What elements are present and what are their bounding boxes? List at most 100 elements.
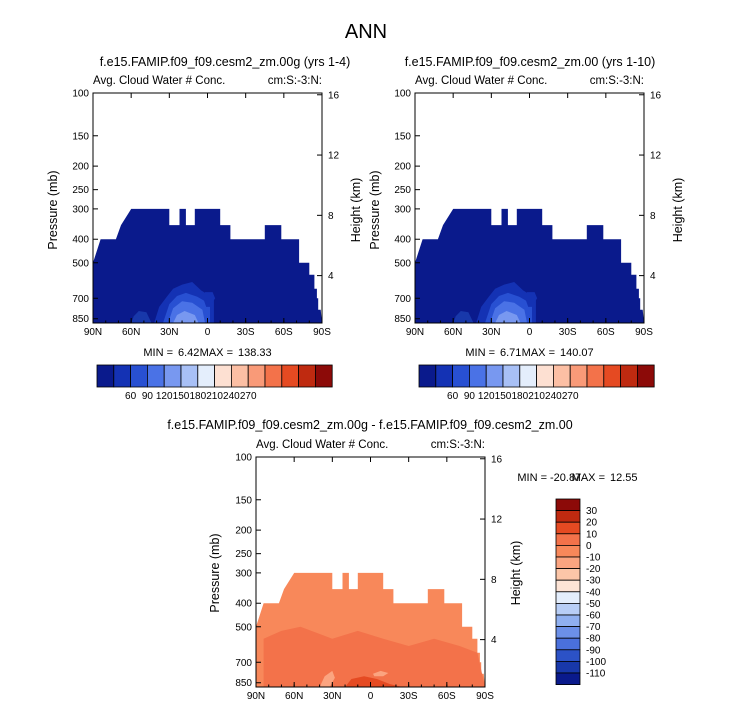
colorbar-swatch <box>569 364 588 388</box>
colorbar-swatch <box>435 364 453 388</box>
colorbar-swatch <box>555 556 581 570</box>
colorbar-swatch <box>555 498 581 512</box>
y-tick-label: 500 <box>235 622 252 633</box>
colorbar-label: 20 <box>586 518 598 529</box>
x-tick-label: 0 <box>205 327 211 338</box>
x-tick-label: 60S <box>597 327 615 338</box>
y-axis-label: Pressure (mb) <box>46 170 60 249</box>
contour-band <box>453 311 474 323</box>
max-value: 138.33 <box>238 347 272 359</box>
colorbar-swatch <box>96 364 115 388</box>
y-tick-label: 100 <box>235 453 252 464</box>
y-tick-label: 500 <box>72 258 89 269</box>
colorbar-swatch <box>555 603 581 616</box>
y-right-tick-label: 12 <box>491 515 503 526</box>
contour-band <box>373 670 389 677</box>
colorbar-label: 240 <box>223 391 240 402</box>
panel-right-label: cm:S:-3:N: <box>268 75 322 87</box>
y-right-tick-label: 16 <box>650 90 662 101</box>
colorbar-swatch <box>180 364 199 388</box>
y-right-tick-label: 16 <box>328 90 340 101</box>
colorbar-swatch <box>555 545 581 558</box>
colorbar-label: 210 <box>528 391 545 402</box>
field-layer <box>415 208 644 323</box>
max-label: MAX = <box>522 347 555 359</box>
colorbar-label: 60 <box>447 391 459 402</box>
colorbar-label: -20 <box>586 564 601 575</box>
max-label: MAX = <box>572 472 605 484</box>
colorbar-label: 10 <box>586 529 598 540</box>
colorbar-label: 120 <box>478 391 495 402</box>
contour-band <box>319 670 335 687</box>
y-right-tick-label: 8 <box>491 575 497 586</box>
y-axis-label-right: Height (km) <box>509 541 523 606</box>
min-value: -20.87 <box>550 472 581 484</box>
y-right-tick-label: 8 <box>328 211 334 222</box>
min-value: 6.42 <box>178 347 199 359</box>
max-label: MAX = <box>200 347 233 359</box>
colorbar: 60 90 120 150 180 210 240 270 <box>418 364 655 402</box>
panel-control-run: f.e15.FAMIP.f09_f09.cesm2_zm.00g (yrs 1-… <box>46 55 363 402</box>
y-axis-label: Pressure (mb) <box>208 533 222 612</box>
y-tick-label: 200 <box>394 162 411 173</box>
y-tick-label: 150 <box>394 131 411 142</box>
x-tick-label: 60S <box>275 327 293 338</box>
colorbar-label: -60 <box>586 611 601 622</box>
colorbar-swatch <box>555 533 581 546</box>
y-tick-label: 850 <box>235 678 252 689</box>
colorbar-swatch <box>502 364 521 388</box>
y-right-tick-label: 16 <box>491 454 503 465</box>
y-tick-label: 400 <box>394 235 411 246</box>
y-tick-label: 150 <box>72 131 89 142</box>
y-right-tick-label: 12 <box>650 151 662 162</box>
colorbar-swatch <box>536 364 554 388</box>
colorbar-label: -80 <box>586 634 601 645</box>
colorbar-swatch <box>555 510 581 523</box>
colorbar-swatch <box>146 364 165 388</box>
contour-band <box>203 292 216 307</box>
colorbar-swatch <box>555 579 581 593</box>
plot-axes: 90N 60N 30N 0 30S 60S 90S 100 150 200 250 300 400 500… <box>235 453 502 703</box>
colorbar-swatch <box>163 364 182 388</box>
colorbar-swatch <box>603 364 621 388</box>
x-tick-label: 30S <box>237 327 255 338</box>
x-tick-label: 90N <box>406 327 424 338</box>
min-label: MIN = <box>143 347 173 359</box>
y-tick-label: 700 <box>72 294 89 305</box>
colorbar-label: -110 <box>586 669 606 680</box>
y-tick-label: 700 <box>235 658 252 669</box>
colorbar-swatch <box>197 364 216 388</box>
x-tick-label: 60N <box>444 327 462 338</box>
x-tick-label: 0 <box>527 327 533 338</box>
contour-band <box>131 311 152 323</box>
panel-title: f.e15.FAMIP.f09_f09.cesm2_zm.00 (yrs 1-1… <box>405 55 656 69</box>
x-tick-label: 30S <box>559 327 577 338</box>
colorbar-label: -90 <box>586 645 601 656</box>
panel-test-run: f.e15.FAMIP.f09_f09.cesm2_zm.00 (yrs 1-1… <box>368 55 685 402</box>
colorbar: 60 90 120 150 180 210 240 270 <box>96 364 333 402</box>
colorbar-label: 60 <box>125 391 137 402</box>
contour-band <box>490 311 521 323</box>
x-tick-label: 90N <box>247 691 265 702</box>
x-tick-label: 30S <box>400 691 418 702</box>
colorbar-label: -10 <box>586 553 601 564</box>
panel-right-label: cm:S:-3:N: <box>590 75 644 87</box>
panel-left-label: Avg. Cloud Water # Conc. <box>256 439 388 451</box>
colorbar-label: 0 <box>586 541 592 552</box>
y-axis-label-right: Height (km) <box>671 178 685 243</box>
panel-difference: f.e15.FAMIP.f09_f09.cesm2_zm.00g - f.e15… <box>167 418 637 702</box>
colorbar-label: 270 <box>240 391 257 402</box>
field-layer <box>93 208 322 323</box>
colorbar-label: -100 <box>586 657 606 668</box>
colorbar-swatch <box>555 649 581 662</box>
colorbar-label: -50 <box>586 599 601 610</box>
colorbar-label: 180 <box>511 391 528 402</box>
y-tick-label: 100 <box>394 89 411 100</box>
colorbar-swatch <box>468 364 487 388</box>
colorbar-swatch <box>553 364 571 388</box>
y-tick-label: 700 <box>394 294 411 305</box>
colorbar-swatch <box>555 591 581 604</box>
y-tick-label: 300 <box>394 204 411 215</box>
x-tick-label: 90S <box>313 327 331 338</box>
